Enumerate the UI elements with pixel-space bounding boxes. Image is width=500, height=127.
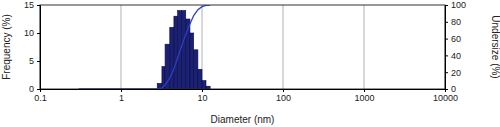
bar <box>194 50 198 89</box>
tick-label: 100 <box>451 0 466 10</box>
y-axis-title: Frequency (%) <box>1 14 12 80</box>
tick: 60 <box>445 34 461 44</box>
tick: 40 <box>445 51 461 61</box>
tick-mark <box>445 89 448 90</box>
axis-line <box>446 6 449 90</box>
tick-label: 40 <box>451 51 461 61</box>
tick-mark <box>364 89 365 92</box>
tick-label: 0 <box>451 84 456 94</box>
tick-mark <box>445 55 448 56</box>
plot-frame <box>40 5 445 89</box>
bar <box>202 81 206 89</box>
cumulative-line <box>79 5 210 89</box>
y2-axis-title: Undersize (%) <box>490 15 500 78</box>
chart: 0.1110100100010000051015020406080100Diam… <box>0 0 500 127</box>
tick: 80 <box>445 17 461 27</box>
tick-mark <box>121 89 122 92</box>
tick-mark <box>37 61 40 62</box>
tick: 20 <box>445 68 461 78</box>
tick-mark <box>283 89 284 92</box>
tick: 1 <box>119 89 124 103</box>
tick: 100 <box>445 0 466 10</box>
tick-label: 20 <box>451 68 461 78</box>
tick-label: 60 <box>451 34 461 44</box>
tick-label: 100 <box>276 93 291 103</box>
tick-label: 10 <box>197 93 207 103</box>
tick-mark <box>37 89 40 90</box>
grid-line <box>364 5 365 89</box>
tick-mark <box>445 39 448 40</box>
bar <box>182 11 186 89</box>
yticks-axis: 0 5 10 15 <box>24 0 41 94</box>
tick-label: 10000 <box>433 93 458 103</box>
bar <box>170 27 174 89</box>
grid-line <box>283 5 284 89</box>
tick-label: 15 <box>24 0 34 10</box>
grid-line <box>121 5 122 89</box>
axis-line <box>37 6 41 90</box>
xticks-axis: 0.1 1 10 100 1000 10000 <box>34 89 458 103</box>
tick-mark <box>445 22 448 23</box>
axis-line <box>41 90 446 93</box>
tick: 0.1 <box>34 89 47 103</box>
tick: 0 <box>445 84 456 94</box>
tick-label: 10 <box>24 28 34 38</box>
tick-label: 1 <box>119 93 124 103</box>
tick: 100 <box>276 89 291 103</box>
tick-mark <box>445 72 448 73</box>
bar <box>174 16 178 89</box>
tick-mark <box>37 33 40 34</box>
tick: 5 <box>29 56 40 66</box>
tick: 15 <box>24 0 40 10</box>
bar <box>198 69 202 89</box>
tick-mark <box>202 89 203 92</box>
tick-label: 0 <box>29 84 34 94</box>
tick: 10 <box>24 28 40 38</box>
grid <box>40 5 445 89</box>
tick-label: 5 <box>29 56 34 66</box>
tick: 0 <box>29 84 40 94</box>
tick: 1000 <box>354 89 374 103</box>
tick-label: 0.1 <box>34 93 47 103</box>
marks <box>79 5 210 89</box>
tick-label: 1000 <box>354 93 374 103</box>
x-axis-title: Diameter (nm) <box>211 114 275 125</box>
bar <box>190 33 194 89</box>
tick-mark <box>37 5 40 6</box>
plot: 0.1110100100010000051015020406080100 <box>24 0 466 103</box>
tick-label: 80 <box>451 17 461 27</box>
y2ticks-axis: 0 20 40 60 80 100 <box>445 0 466 94</box>
tick: 10 <box>197 89 207 103</box>
tick-mark <box>445 5 448 6</box>
